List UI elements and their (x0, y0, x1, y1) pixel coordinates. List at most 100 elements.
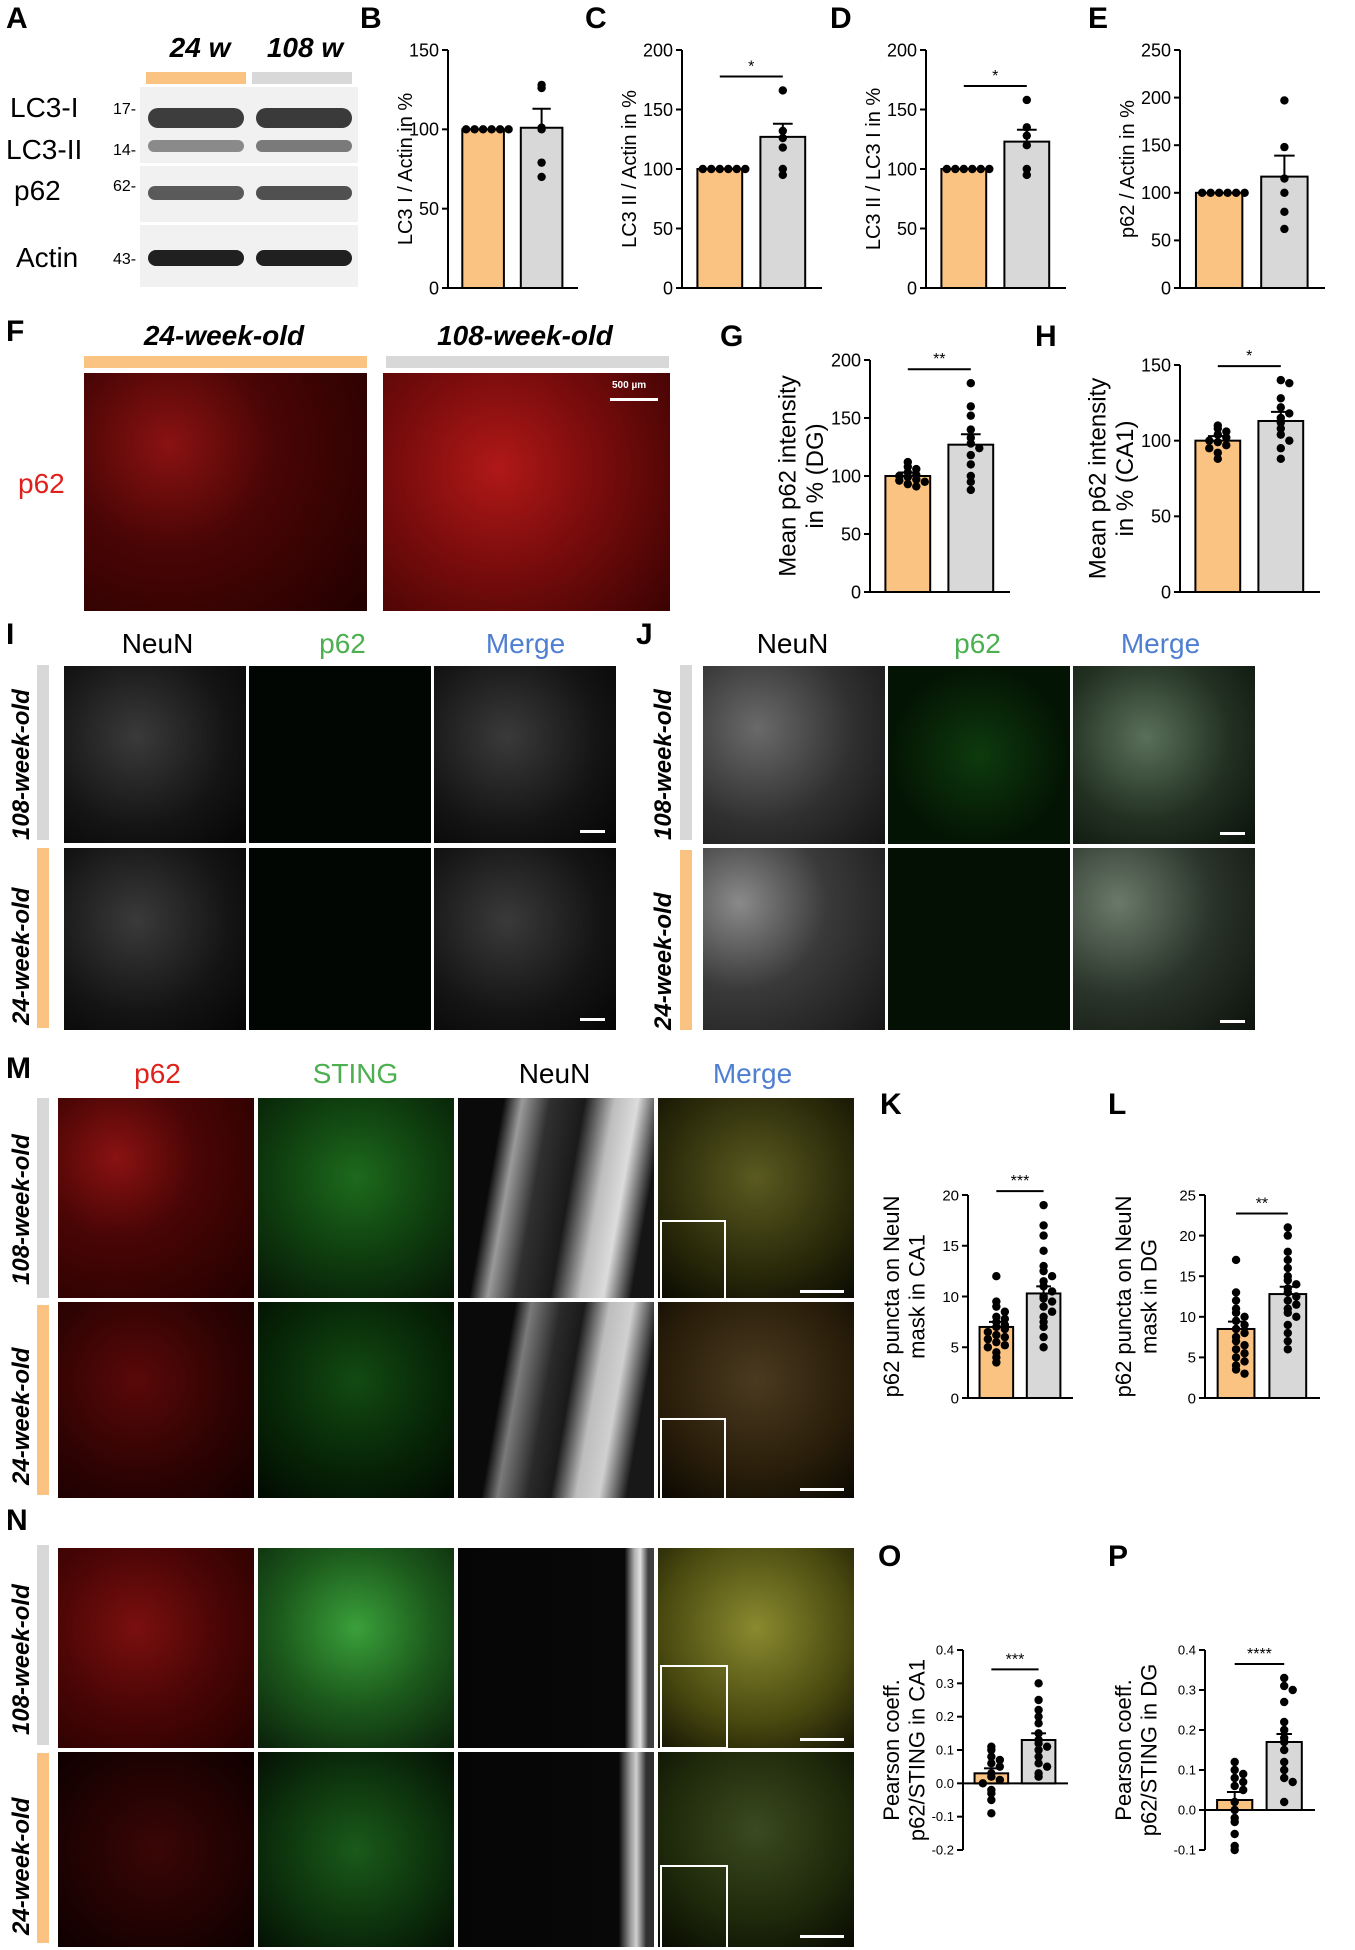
panel-n-scalebar (800, 1738, 844, 1741)
data-point (1285, 436, 1294, 445)
data-point (1034, 1695, 1043, 1705)
y-tick-label: 100 (643, 159, 673, 179)
y-axis-label-line: p62/STING in CA1 (905, 1659, 930, 1841)
data-point (1239, 1769, 1248, 1779)
chart-panel-B: 0 50 100 150 LC3 I / Actin in % (395, 40, 578, 298)
data-point (1283, 1263, 1292, 1273)
data-point (987, 1795, 996, 1805)
data-point (724, 164, 733, 174)
panel-f-old-title: 108-week-old (437, 320, 613, 351)
significance-stars: *** (1006, 1651, 1025, 1668)
data-point (1034, 1745, 1043, 1755)
data-point (966, 485, 975, 495)
data-point (1034, 1679, 1043, 1688)
data-point (707, 164, 716, 174)
data-point (966, 439, 975, 448)
panel-n-young-neun-image (458, 1752, 654, 1947)
data-point (1231, 1365, 1241, 1374)
data-point (1213, 448, 1222, 457)
blot-label-lc3-i: LC3-I (10, 92, 79, 123)
data-point (1240, 188, 1249, 197)
blot-label-p62: p62 (14, 175, 61, 206)
blot-marker-14: 14- (113, 142, 137, 159)
panel-i-young-neun-image (64, 848, 246, 1030)
panel-letter-J: J (636, 618, 653, 651)
panel-m-young-neun-image (458, 1302, 654, 1498)
data-point (1034, 1739, 1043, 1748)
y-tick-label: 5 (951, 1340, 959, 1357)
y-axis-label-line: Mean p62 intensity (1084, 378, 1111, 579)
data-point (966, 379, 975, 388)
y-tick-label: 0.4 (936, 1643, 954, 1658)
data-point (1039, 1266, 1048, 1276)
data-point (537, 83, 546, 93)
data-point (992, 1322, 1001, 1332)
panel-m-old-neun-image (458, 1098, 654, 1298)
y-tick-label: -0.2 (932, 1843, 954, 1858)
data-point (1288, 1777, 1297, 1787)
y-axis-label-line: in % (DG) (802, 423, 829, 528)
data-point (983, 1334, 993, 1344)
panel-m-col-neun: NeuN (518, 1058, 591, 1089)
panel-j-old-neun-image (703, 666, 885, 844)
bar-young (1194, 439, 1242, 593)
data-point (1283, 1255, 1292, 1265)
data-point (1283, 1247, 1292, 1257)
data-point (966, 425, 975, 434)
data-point (968, 164, 977, 174)
data-point (1213, 424, 1222, 433)
data-point (1231, 188, 1241, 197)
data-point (487, 125, 496, 134)
data-point (1231, 1345, 1241, 1354)
data-point (478, 125, 488, 134)
data-point (1231, 1288, 1241, 1297)
data-point (978, 1779, 988, 1788)
bar-old (947, 443, 995, 594)
data-point (1280, 1797, 1289, 1807)
panel-j-old-p62-image (888, 666, 1070, 844)
panel-i-row-young: 24-week-old (8, 887, 35, 1025)
y-tick-label: 0.3 (1178, 1683, 1196, 1698)
data-point (1292, 1292, 1301, 1301)
panel-j-young-neun-image (703, 848, 885, 1030)
panel-m-old-side-bar (37, 1098, 49, 1298)
data-point (1239, 1777, 1248, 1787)
bar-old (1268, 1293, 1308, 1399)
data-point (1240, 1369, 1249, 1378)
data-point (995, 1762, 1005, 1771)
data-point (966, 450, 975, 460)
data-point (1280, 174, 1289, 183)
data-point (912, 482, 921, 491)
data-point (1240, 1328, 1249, 1338)
y-tick-label: 100 (887, 159, 917, 179)
y-tick-label: 150 (643, 100, 673, 120)
data-point (1000, 1307, 1010, 1316)
data-point (942, 164, 951, 174)
blot-band (256, 250, 352, 266)
data-point (1039, 1302, 1048, 1311)
y-tick-label: 100 (1141, 183, 1171, 203)
panel-n-young-side-bar (37, 1753, 49, 1943)
panel-m-young-merge-image (658, 1302, 854, 1498)
data-point (698, 164, 707, 174)
data-point (1231, 1336, 1241, 1346)
panel-letter-A: A (6, 2, 28, 35)
data-point (1283, 1296, 1292, 1305)
y-tick-label: 0.2 (936, 1709, 954, 1724)
blot-band (148, 108, 244, 128)
data-point (1283, 1320, 1292, 1330)
y-tick-label: 0.1 (1178, 1763, 1196, 1778)
panel-letter-F: F (6, 315, 25, 348)
data-point (778, 164, 787, 174)
panel-i-col-merge: Merge (485, 628, 566, 659)
y-tick-label: 100 (409, 120, 439, 140)
y-axis-label-line: LC3 II / LC3 I in % (863, 88, 885, 251)
panel-i-row-old: 108-week-old (8, 689, 35, 840)
y-tick-label: 0.2 (1178, 1723, 1196, 1738)
data-point (1280, 1757, 1289, 1767)
data-point (895, 476, 904, 485)
y-tick-label: 15 (1179, 1268, 1196, 1285)
chart-panel-C: 0 50 100 150 200 LC3 II / Actin in % * (619, 40, 822, 298)
panel-m-young-sting-image (258, 1302, 454, 1498)
